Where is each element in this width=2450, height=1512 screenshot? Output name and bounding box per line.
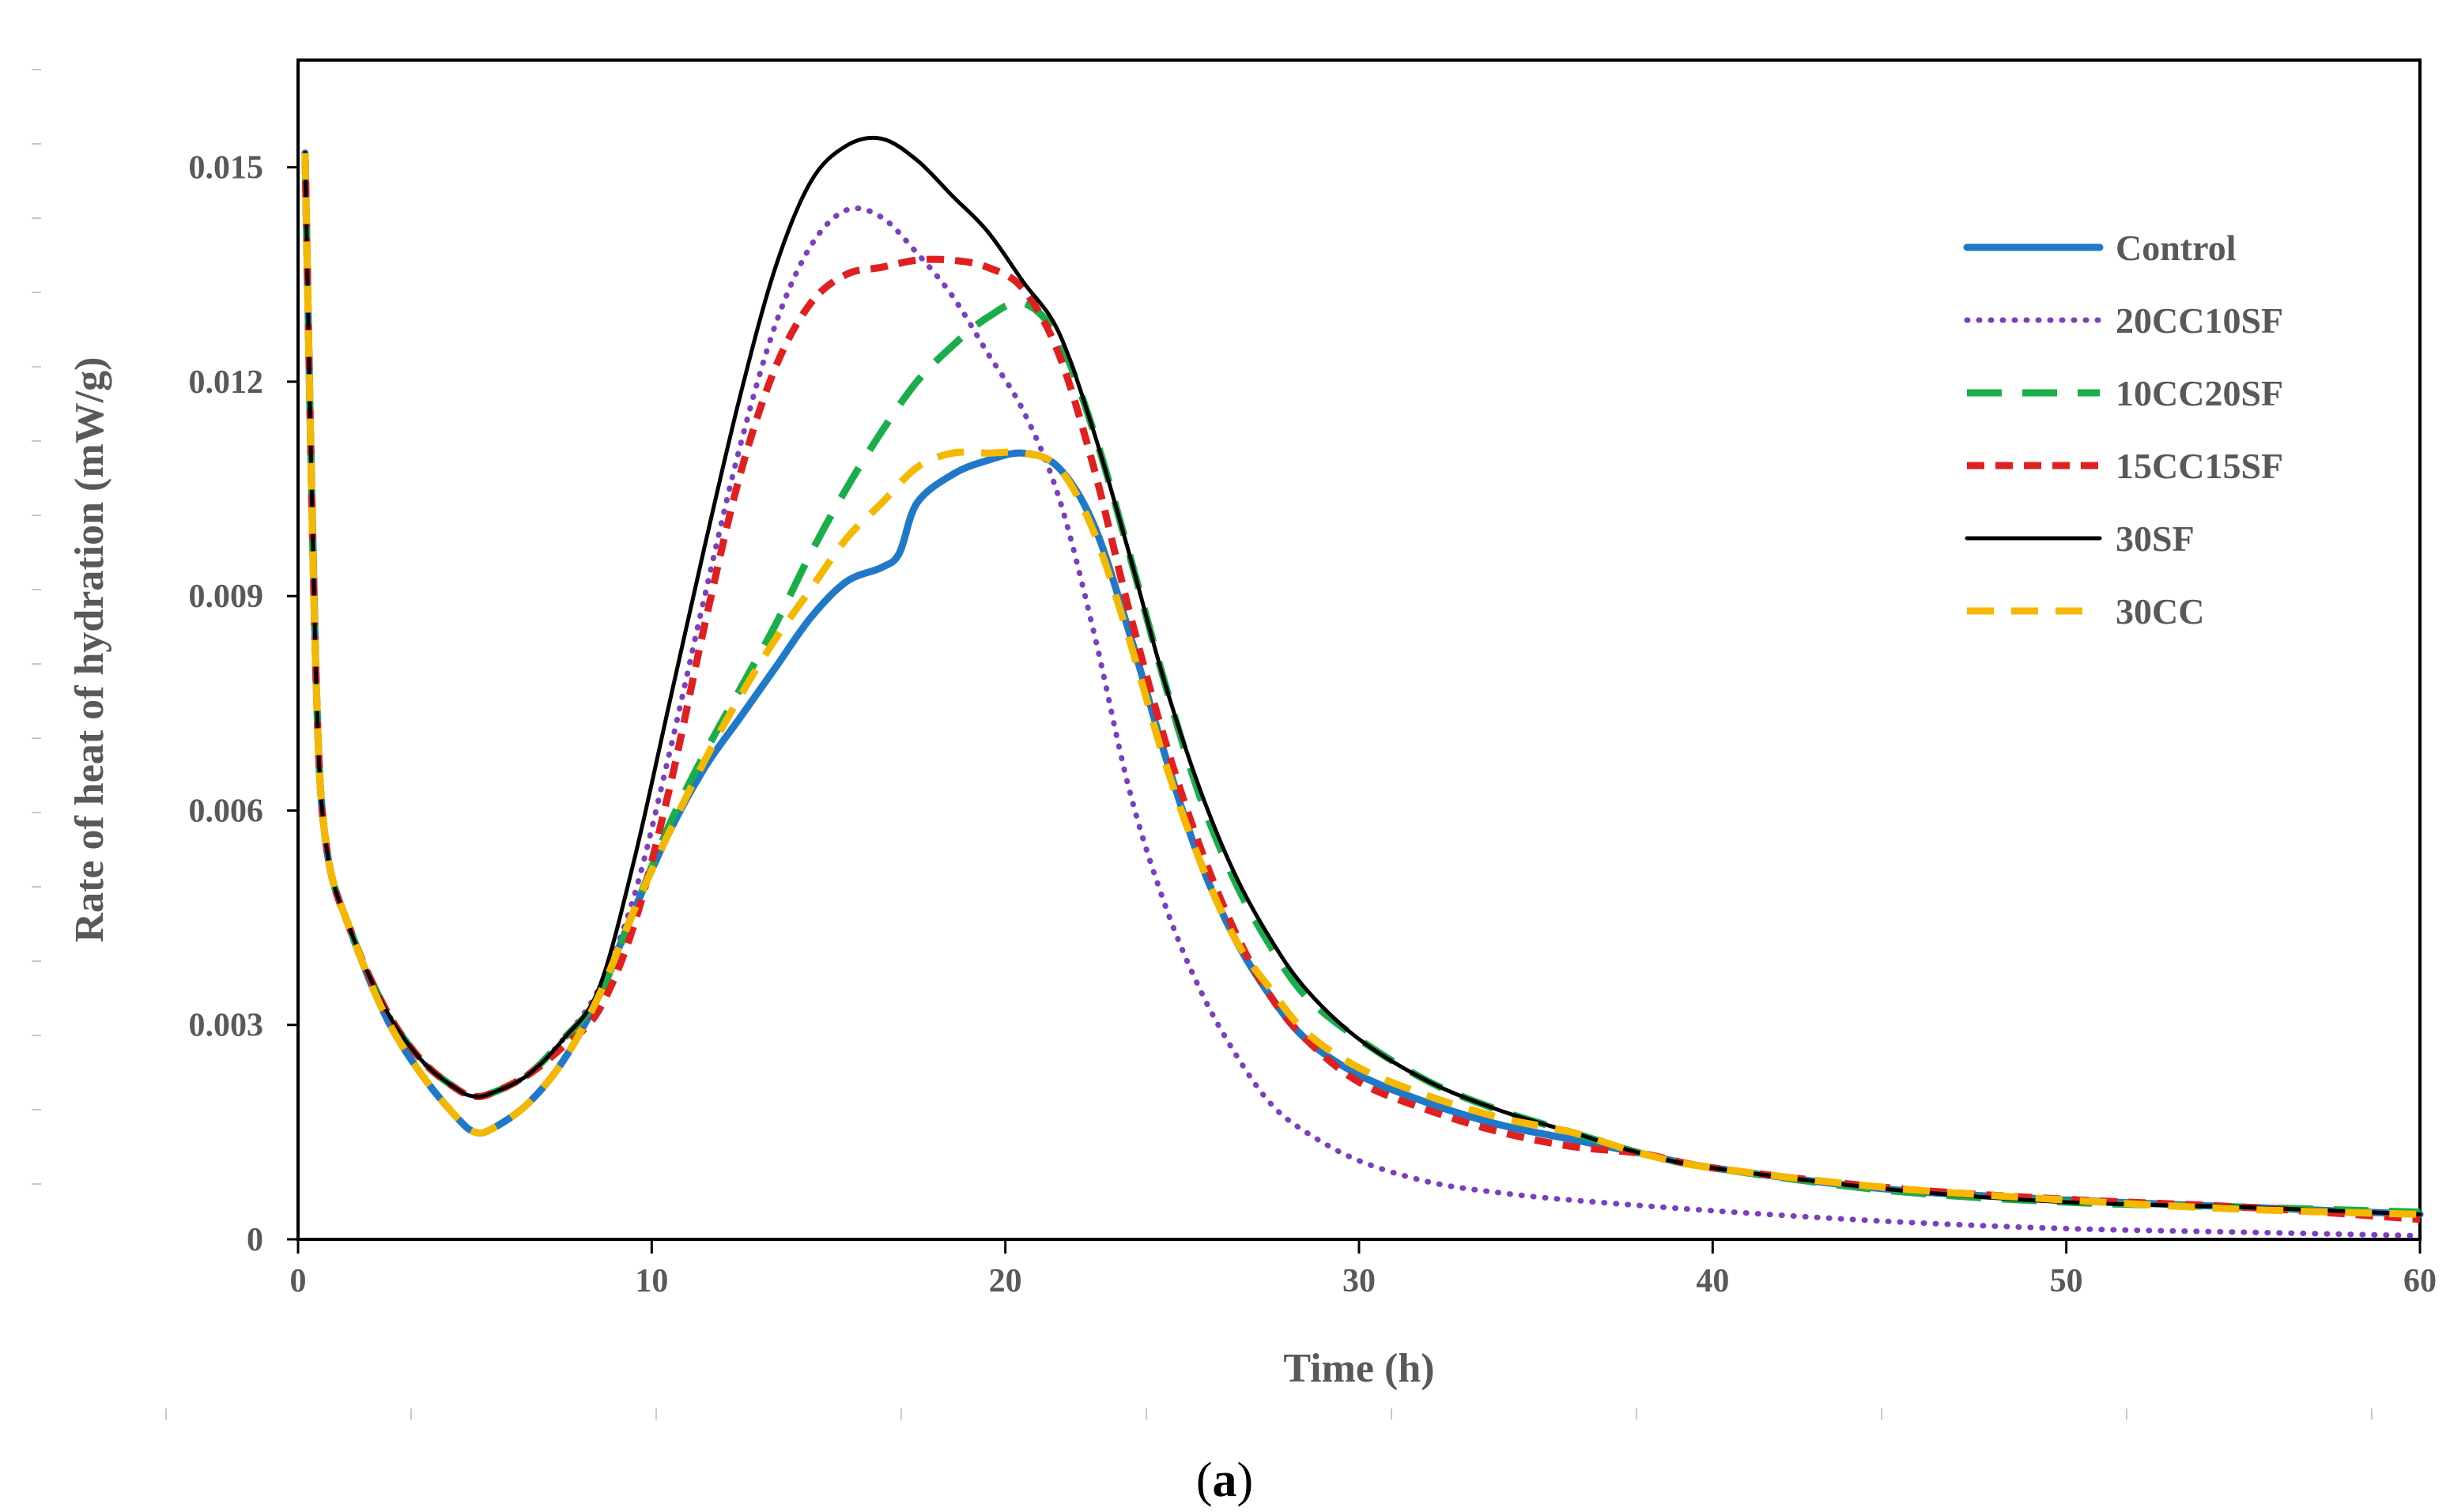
x-tick-label: 0 [290, 1263, 307, 1299]
x-axis-title: Time (h) [1283, 1346, 1434, 1391]
legend-label: 30CC [2116, 591, 2204, 632]
x-tick-label: 50 [2050, 1263, 2083, 1299]
x-tick-label: 10 [635, 1263, 668, 1299]
series-line-10cc20sf [301, 153, 2421, 1216]
legend-label: 10CC20SF [2116, 373, 2283, 413]
caption-open: ( [1196, 1454, 1213, 1507]
y-axis-title: Rate of heat of hydration (mW/g) [67, 357, 112, 943]
series-line-control [301, 149, 2424, 1218]
y-tick-label: 0.003 [189, 1008, 264, 1044]
figure-caption: (a) [1196, 1454, 1253, 1507]
legend-label: 20CC10SF [2116, 300, 2283, 341]
legend-label: 15CC15SF [2116, 446, 2283, 486]
legend-label: Control [2116, 228, 2237, 268]
y-tick-label: 0.006 [189, 793, 264, 829]
series-layer [301, 135, 2424, 1239]
series-line-30cc [301, 153, 2421, 1218]
y-tick-label: 0.012 [189, 364, 264, 401]
y-tick-label: 0.015 [189, 150, 264, 187]
caption-letter: a [1213, 1454, 1237, 1507]
legend: Control 20CC10SF 10CC20SF 15CC15SF 30SF 30CC [1963, 228, 2283, 632]
plot-area-border [296, 58, 2422, 1241]
x-tick-label: 30 [1342, 1263, 1376, 1299]
outer-frame-ticks [32, 69, 2373, 1420]
x-tick-label: 60 [2403, 1263, 2437, 1299]
x-axis-ticks: 0 10 20 30 40 50 60 [290, 1239, 2437, 1299]
y-tick-label: 0.009 [189, 579, 264, 615]
caption-close: ) [1237, 1454, 1254, 1507]
series-line-20cc10sf [302, 150, 2423, 1239]
series-line-15cc15sf [301, 153, 2421, 1224]
x-tick-label: 20 [989, 1263, 1022, 1299]
series-line-30sf [303, 135, 2422, 1216]
y-tick-label: 0 [247, 1222, 263, 1258]
x-tick-label: 40 [1696, 1263, 1729, 1299]
legend-label: 30SF [2116, 518, 2195, 559]
y-axis-ticks: 0 0.003 0.006 0.009 0.012 0.015 [189, 150, 298, 1258]
